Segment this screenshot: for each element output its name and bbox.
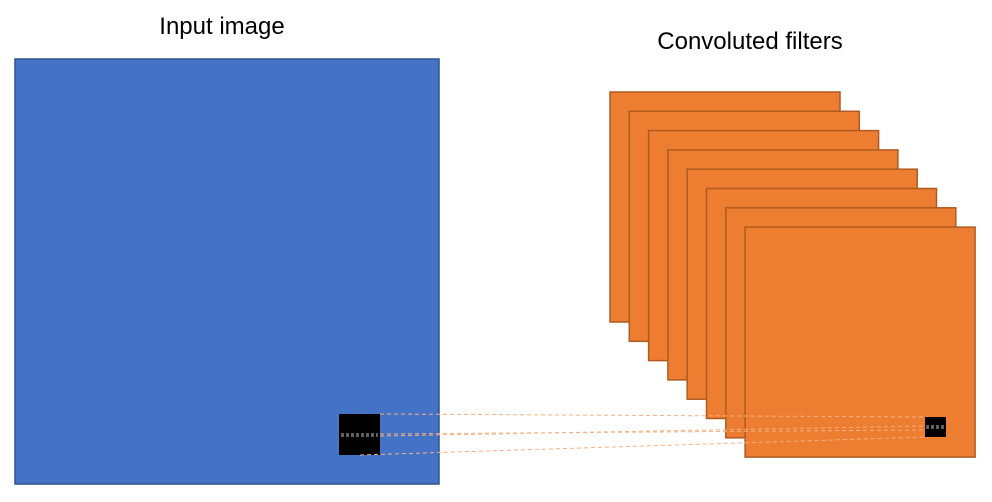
connector-line-mid [379,429,927,435]
input-kernel-patch [339,414,380,455]
connector-line-bottom [359,436,927,456]
filter-kernel-patch [925,417,946,437]
connector-line-inner [379,425,927,437]
convoluted-filters-label: Convoluted filters [657,28,843,55]
input-image [14,58,440,485]
receptive-field-connectors [359,413,927,456]
connector-line-top [379,413,927,418]
filter-stack [609,91,976,458]
input-image-label: Input image [159,13,285,40]
